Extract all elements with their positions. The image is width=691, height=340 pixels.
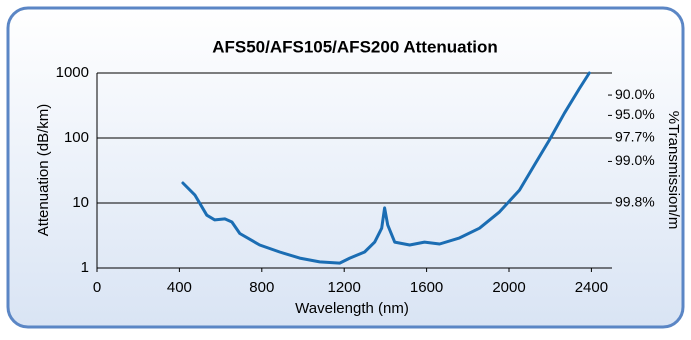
y2-tick-label: 95.0% (615, 106, 655, 122)
y2-tick-label: 90.0% (615, 86, 655, 102)
x-tick-label: 2400 (575, 279, 608, 296)
x-tick-label: 0 (93, 279, 101, 296)
chart-title: AFS50/AFS105/AFS200 Attenuation (212, 37, 498, 56)
y-tick-label: 100 (64, 129, 89, 146)
frame (6, 6, 685, 329)
x-tick-label: 1600 (410, 279, 443, 296)
x-tick-label: 800 (249, 279, 274, 296)
y-axis-title: Attenuation (dB/km) (35, 104, 52, 237)
y2-tick-label: 97.7% (615, 129, 655, 145)
y2-axis-title: %Transmission/m (665, 111, 682, 230)
x-axis-title: Wavelength (nm) (295, 300, 409, 317)
y-tick-label: 10 (72, 194, 89, 211)
y-tick-label: 1000 (56, 64, 89, 81)
x-tick-label: 400 (167, 279, 192, 296)
data-line (181, 71, 591, 265)
y2-tick-label: 99.8% (615, 194, 655, 210)
y-tick-label: 1 (81, 259, 89, 276)
x-tick-label: 2000 (492, 279, 525, 296)
x-tick-label: 1200 (328, 279, 361, 296)
y2-tick-label: 99.0% (615, 152, 655, 168)
